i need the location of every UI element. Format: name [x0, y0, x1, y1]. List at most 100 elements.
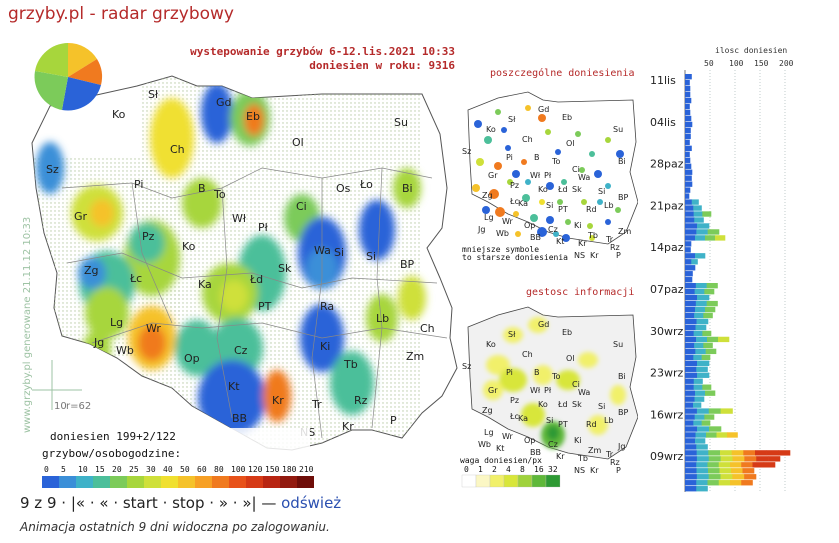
timeline-bar	[685, 277, 693, 283]
map-header-line2: doniesien w roku: 9316	[309, 59, 455, 72]
legend-title: grzybow/osobogodzine:	[42, 447, 181, 460]
city-label: Ci	[296, 200, 307, 213]
report-marker	[581, 199, 587, 205]
city-label: Sk	[572, 185, 582, 194]
city-label: To	[213, 188, 226, 201]
city-label: Gr	[488, 386, 498, 395]
city-label: Wb	[478, 440, 491, 449]
report-marker	[587, 223, 593, 229]
reports-city-labels: Sł Gd Eb Ko Ch Ol Su Sz Pi B To Wł Ci Bi Gr Pł Pz Wa Si Zg Ł…	[462, 105, 631, 260]
timeline-bar	[685, 396, 705, 402]
date-label: 11lis	[650, 74, 676, 87]
legend-tick: 60	[197, 465, 207, 474]
city-label: Gd	[538, 105, 549, 114]
timeline-bar	[685, 342, 713, 349]
city-label: Zm	[588, 446, 601, 455]
city-label: Kt	[556, 237, 564, 246]
report-marker	[594, 170, 602, 178]
next-frame-link[interactable]: »	[218, 494, 229, 512]
city-label: Cz	[548, 225, 558, 234]
report-marker	[605, 219, 611, 225]
density-map-title: gestosc informacji	[526, 287, 634, 298]
timeline-bar	[685, 294, 710, 301]
city-label: Su	[394, 116, 408, 129]
city-label: Ło	[359, 178, 373, 191]
city-label: Sł	[148, 88, 159, 101]
data-area	[32, 78, 426, 450]
report-marker	[512, 170, 520, 178]
prev-frame-link[interactable]: «	[99, 494, 109, 512]
timeline-bar	[685, 211, 712, 217]
timeline-bar	[685, 187, 691, 193]
chart-title: ilosc doniesien	[715, 46, 787, 55]
timeline-bar	[685, 360, 710, 366]
stop-link[interactable]: stop	[172, 494, 205, 512]
date-label: 14paz	[650, 241, 684, 254]
city-label: Si	[546, 416, 553, 425]
city-label: Rd	[586, 205, 597, 214]
report-marker	[553, 231, 559, 237]
timeline-bar	[685, 271, 693, 277]
legend-swatch	[229, 476, 246, 488]
city-label: P	[616, 251, 621, 260]
city-label: Rz	[610, 458, 620, 467]
frame-position: 9 z 9	[20, 494, 57, 512]
start-link[interactable]: start	[122, 494, 158, 512]
refresh-link[interactable]: odśwież	[281, 494, 342, 512]
city-label: P	[616, 466, 621, 475]
legend-tick: 1	[478, 465, 483, 474]
legend-swatch	[110, 476, 127, 488]
report-marker	[515, 231, 521, 237]
timeline-bar	[685, 402, 702, 408]
city-label: Sz	[46, 163, 59, 176]
timeline-bar	[685, 426, 722, 432]
report-marker	[538, 114, 546, 122]
report-marker	[562, 234, 570, 242]
city-label: Tr	[605, 235, 614, 244]
legend-swatch	[297, 476, 314, 488]
report-marker	[539, 199, 545, 205]
city-label: B	[198, 182, 206, 195]
city-label: Ka	[518, 414, 528, 423]
last-frame-link[interactable]: »|	[242, 494, 257, 512]
report-marker	[489, 189, 499, 199]
legend-tick: 8	[520, 465, 525, 474]
timeline-bar	[685, 450, 791, 456]
city-label: B	[534, 153, 540, 162]
city-label: Si	[366, 250, 376, 263]
timeline-bar	[685, 247, 691, 253]
timeline-bar	[685, 378, 703, 384]
legend-tick: 15	[95, 465, 105, 474]
city-label: Kt	[228, 380, 240, 393]
first-frame-link[interactable]: |«	[70, 494, 86, 512]
city-label: Lb	[604, 416, 614, 425]
report-marker	[605, 137, 611, 143]
city-label: Tb	[343, 358, 358, 371]
timeline-bar	[685, 438, 706, 444]
legend-tick: 32	[548, 465, 558, 474]
legend-swatch	[280, 476, 297, 488]
city-label: BB	[530, 233, 541, 242]
timeline-bar	[685, 145, 692, 152]
timeline-bar	[685, 384, 712, 390]
city-label: Lb	[376, 312, 389, 325]
city-label: Sk	[278, 262, 292, 275]
timeline-bar	[685, 414, 715, 420]
city-label: Ch	[170, 143, 185, 156]
city-label: To	[551, 372, 561, 381]
timeline-bar	[685, 241, 692, 247]
report-marker	[525, 105, 531, 111]
city-label: Łd	[557, 185, 568, 194]
timeline-bar	[685, 336, 730, 343]
timeline-bar	[685, 306, 716, 313]
reports-country-outline	[467, 91, 638, 245]
legend-tick: 180	[282, 465, 297, 474]
date-label: 07paz	[650, 283, 684, 296]
city-label: Sz	[462, 147, 471, 156]
city-label: Cz	[548, 440, 558, 449]
timeline-bar	[685, 486, 708, 492]
city-label: Su	[613, 125, 623, 134]
city-label: Bi	[618, 157, 626, 166]
city-label: Ch	[420, 322, 435, 335]
city-label: Zg	[482, 406, 493, 415]
